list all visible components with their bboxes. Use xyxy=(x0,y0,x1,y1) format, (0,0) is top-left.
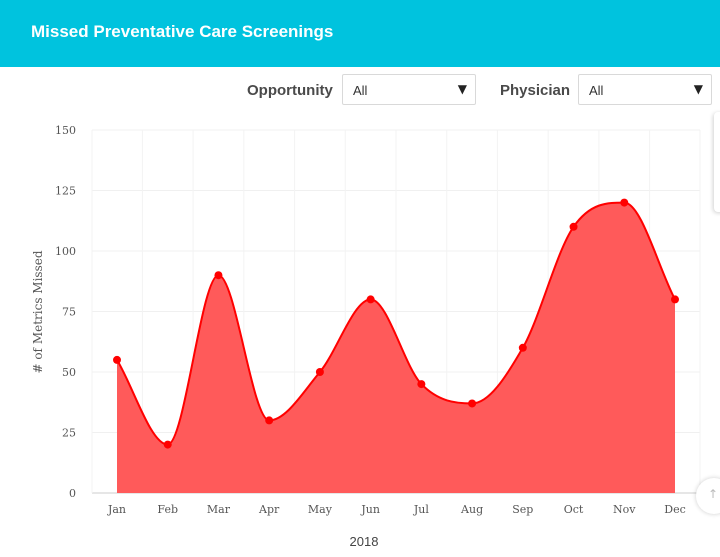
x-tick-label: Jun xyxy=(360,503,380,516)
y-tick-label: 125 xyxy=(55,185,76,198)
y-tick-label: 75 xyxy=(62,306,76,319)
chevron-down-icon: ▼ xyxy=(457,82,467,96)
data-point xyxy=(315,368,324,376)
x-tick-label: Jul xyxy=(413,503,429,516)
y-tick-label: 100 xyxy=(55,245,76,258)
data-point xyxy=(518,343,527,352)
x-tick-label: Jan xyxy=(107,503,126,516)
data-point xyxy=(366,295,375,304)
x-tick-label: Mar xyxy=(207,503,231,516)
data-point xyxy=(417,380,426,389)
opportunity-select-value: All xyxy=(353,83,368,98)
x-tick-label: Feb xyxy=(157,503,178,516)
x-tick-label: Apr xyxy=(258,503,280,516)
x-tick-label: Oct xyxy=(564,503,584,516)
scroll-to-top-button[interactable]: ↑ xyxy=(696,478,720,514)
header-bar: Missed Preventative Care Screenings xyxy=(0,0,720,67)
side-panel-edge xyxy=(714,112,720,212)
physician-select[interactable]: All ▼ xyxy=(578,74,712,105)
data-point xyxy=(620,198,629,207)
y-tick-label: 150 xyxy=(55,124,76,137)
data-point xyxy=(671,295,679,304)
data-point xyxy=(265,416,274,425)
y-axis-title: # of Metrics Missed xyxy=(31,250,45,373)
y-tick-label: 0 xyxy=(69,487,76,500)
data-point xyxy=(113,355,121,364)
x-tick-label: Sep xyxy=(512,503,533,516)
x-axis-ticks: Jan Feb Mar Apr May Jun Jul Aug Sep Oct Nov Dec xyxy=(107,503,686,516)
physician-select-value: All xyxy=(589,83,604,98)
data-point xyxy=(214,271,223,280)
page-title: Missed Preventative Care Screenings xyxy=(31,22,334,41)
series-area-fill xyxy=(117,202,675,493)
opportunity-select[interactable]: All ▼ xyxy=(342,74,476,105)
x-tick-label: May xyxy=(308,503,333,516)
x-axis-title: 2018 xyxy=(350,534,379,549)
x-tick-label: Aug xyxy=(460,503,483,516)
opportunity-filter-label: Opportunity xyxy=(247,82,333,99)
x-tick-label: Nov xyxy=(613,503,636,516)
x-tick-label: Dec xyxy=(664,503,686,516)
data-point xyxy=(569,222,578,231)
data-point xyxy=(468,399,477,408)
physician-filter-label: Physician xyxy=(500,82,571,99)
y-tick-label: 25 xyxy=(62,427,76,440)
chevron-down-icon: ▼ xyxy=(693,82,703,96)
y-tick-label: 50 xyxy=(62,366,76,379)
y-axis-ticks: 0 25 50 75 100 125 150 xyxy=(55,124,76,500)
chart-points xyxy=(113,198,679,449)
arrow-up-icon: ↑ xyxy=(708,487,719,501)
data-point xyxy=(163,440,172,449)
